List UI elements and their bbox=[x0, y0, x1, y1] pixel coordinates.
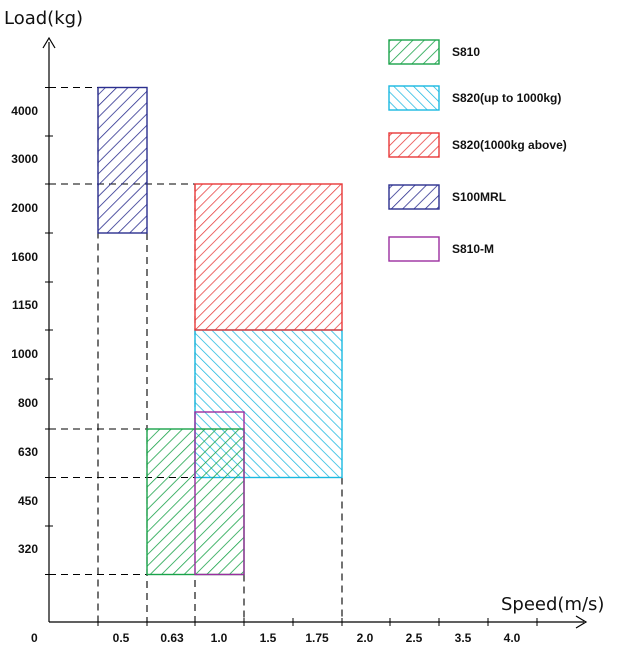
y-axis-arrow bbox=[42, 36, 56, 49]
y-tick-label: 450 bbox=[18, 494, 38, 508]
region-s810m bbox=[194, 411, 245, 576]
legend-label: S820(up to 1000kg) bbox=[452, 91, 561, 105]
axis-ticks: 0.5 0.63 1.0 1.5 1.75 2.0 2.5 3.5 4.0 320 450 630 80… bbox=[11, 87, 538, 645]
y-tick-label: 4000 bbox=[11, 104, 38, 118]
region-s100mrl bbox=[97, 86, 148, 234]
y-tick-label: 2000 bbox=[11, 201, 38, 215]
legend-swatch bbox=[388, 39, 440, 65]
legend-label: S100MRL bbox=[452, 190, 506, 204]
legend-label: S820(1000kg above) bbox=[452, 138, 567, 152]
legend-swatch bbox=[388, 236, 440, 262]
x-axis-label: Speed(m/s) bbox=[501, 594, 604, 615]
x-tick-label: 0.5 bbox=[113, 631, 130, 645]
y-tick-label: 320 bbox=[18, 542, 38, 556]
x-tick-label: 1.75 bbox=[305, 631, 329, 645]
y-tick-label: 1150 bbox=[12, 298, 38, 312]
x-tick-label: 1.5 bbox=[260, 631, 277, 645]
series-regions bbox=[97, 86, 343, 576]
x-tick-label: 2.5 bbox=[406, 631, 423, 645]
y-tick-label: 1600 bbox=[11, 250, 38, 264]
x-origin-label: 0 bbox=[31, 631, 38, 645]
y-tick-label: 3000 bbox=[11, 152, 38, 166]
legend: S810 S820(up to 1000kg) S820(1000kg above)… bbox=[388, 39, 567, 262]
y-tick-label: 800 bbox=[18, 396, 38, 410]
y-tick-label: 630 bbox=[18, 445, 38, 459]
legend-label: S810-M bbox=[452, 242, 494, 256]
legend-swatch bbox=[388, 184, 440, 210]
legend-swatch bbox=[388, 132, 440, 158]
x-tick-label: 2.0 bbox=[357, 631, 374, 645]
y-axis-label: Load(kg) bbox=[4, 8, 83, 29]
region-s820-high bbox=[194, 183, 343, 331]
legend-label: S810 bbox=[452, 45, 480, 59]
x-tick-label: 1.0 bbox=[211, 631, 228, 645]
x-tick-label: 3.5 bbox=[455, 631, 472, 645]
x-tick-label: 0.63 bbox=[160, 631, 184, 645]
x-tick-label: 4.0 bbox=[504, 631, 521, 645]
legend-swatch bbox=[388, 85, 440, 111]
y-tick-label: 1000 bbox=[11, 347, 38, 361]
x-axis-arrow bbox=[575, 615, 588, 629]
